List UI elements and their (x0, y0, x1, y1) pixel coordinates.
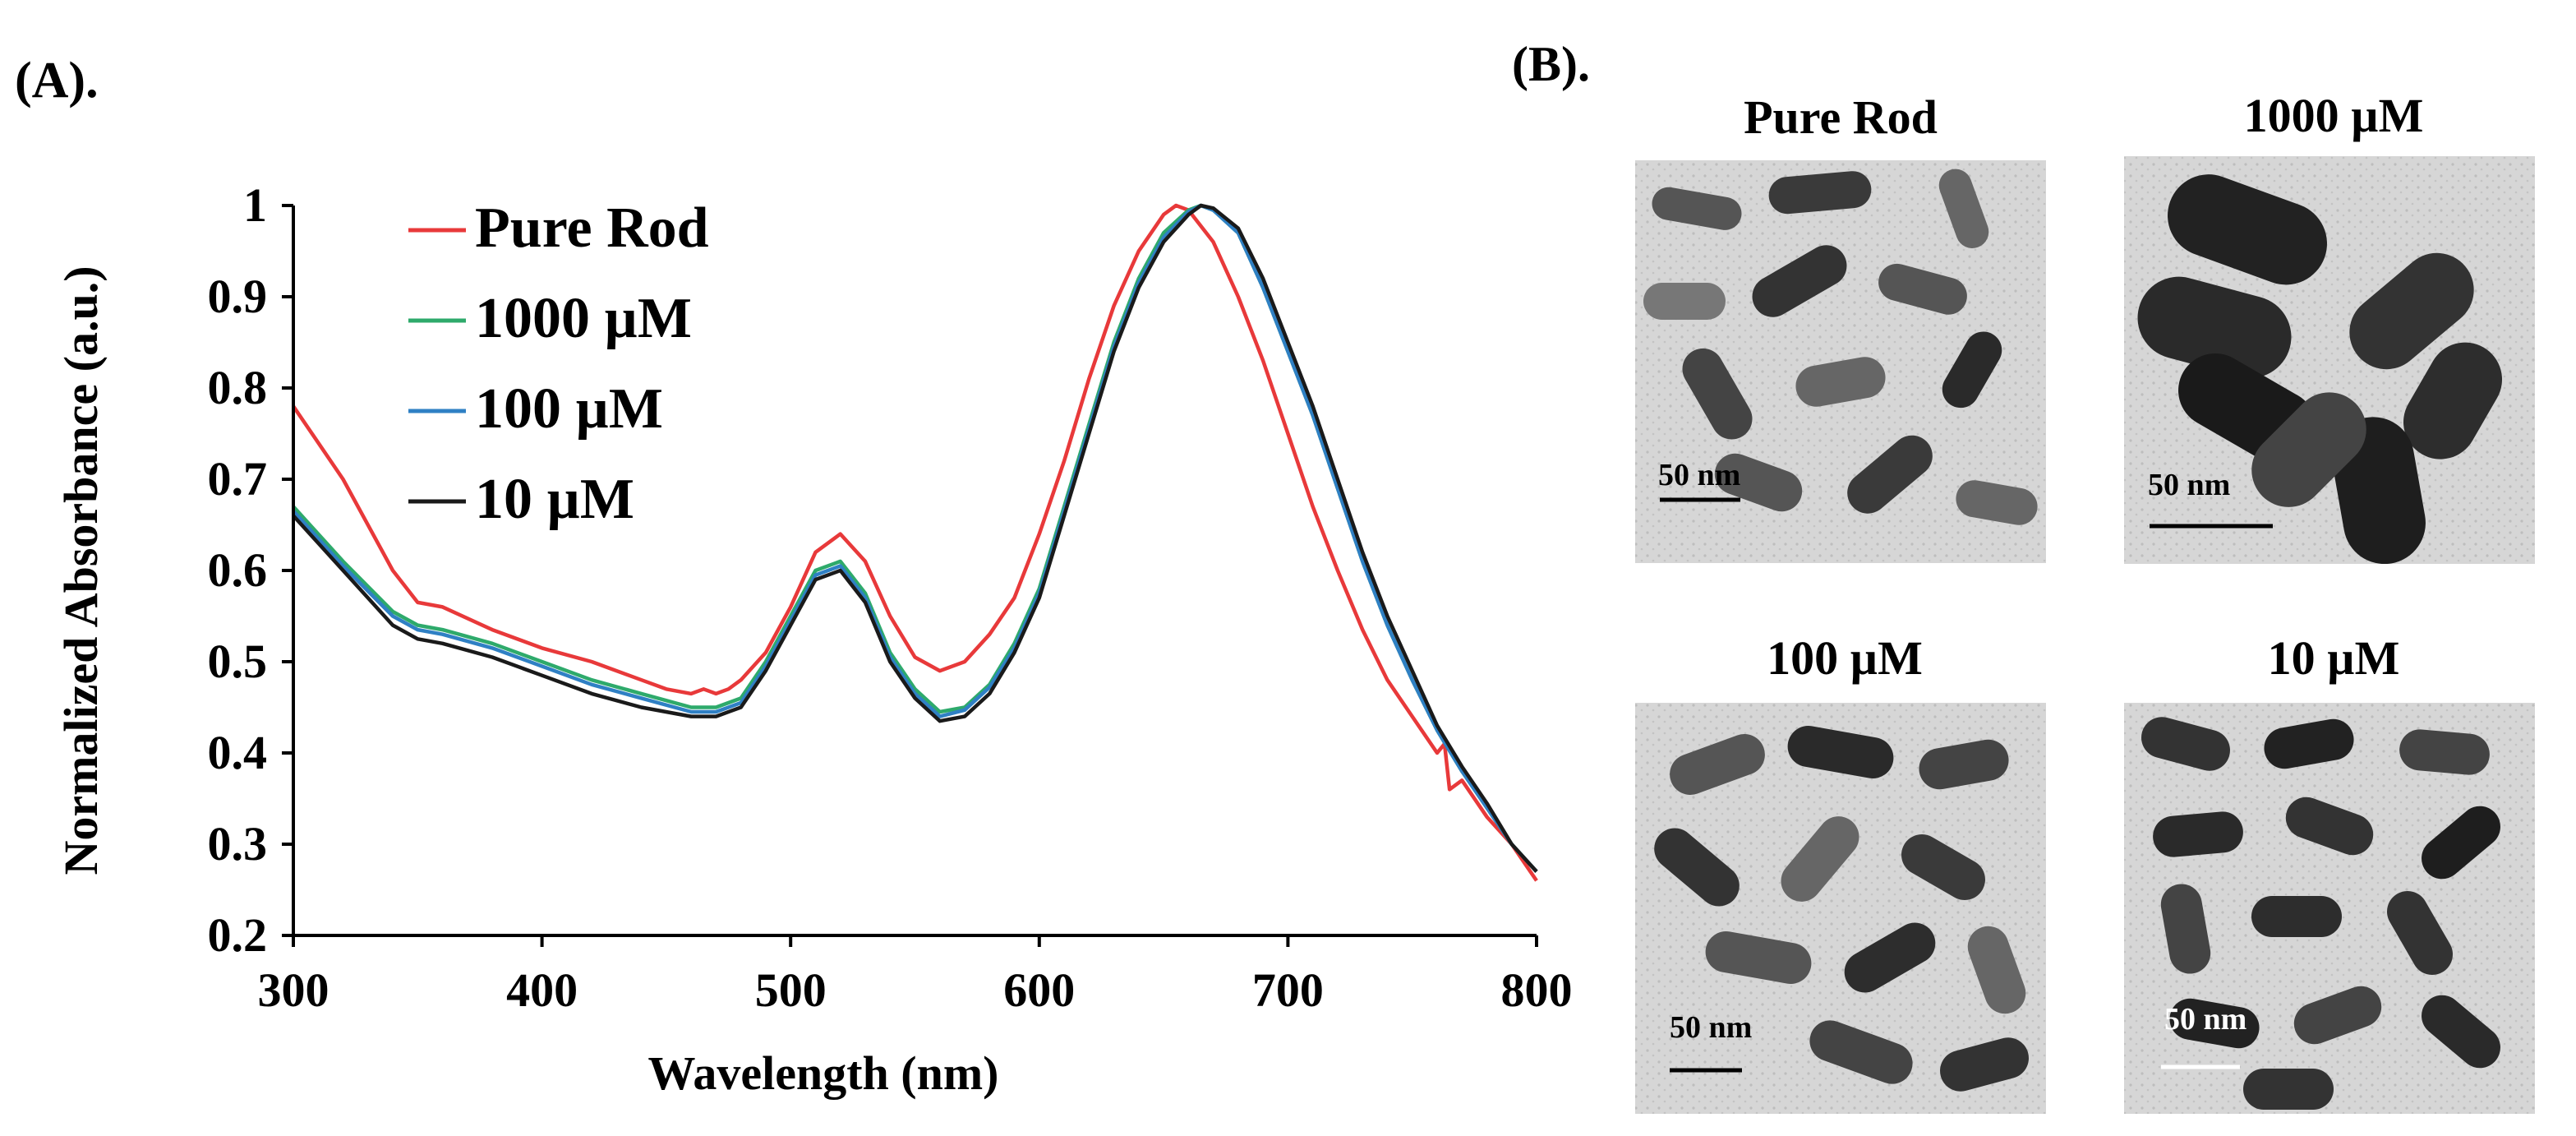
nanorod (1781, 816, 1859, 902)
tem-image-title: 1000 µM (2244, 89, 2424, 142)
nanorods (1643, 169, 2038, 525)
y-tick-label: 0.9 (208, 270, 268, 323)
nanorod (1670, 734, 1765, 795)
tem-image-2: 100 µM 50 nm (1635, 631, 2046, 1114)
y-tick-label: 0.6 (208, 543, 268, 597)
nanorod (2160, 884, 2211, 974)
nanorod (2285, 797, 2374, 856)
x-tick-label: 600 (1003, 963, 1075, 1017)
nanorod (2387, 891, 2453, 975)
absorbance-chart: 0.2 0.3 0.4 0.5 0.6 0.7 0.8 0.9 1 300 400 500 600 70… (208, 178, 1573, 1017)
nanorod (2141, 717, 2230, 771)
legend-label: 1000 µM (475, 287, 692, 350)
x-ticks: 300 400 500 600 700 800 (258, 935, 1573, 1017)
y-tick-label: 0.5 (208, 635, 268, 688)
nanorod (1714, 453, 1803, 512)
nanorod (1901, 834, 1985, 900)
nanorod (1652, 187, 1742, 230)
nanorod (1654, 828, 1740, 907)
nanorod (1682, 348, 1753, 440)
nanorod (1768, 171, 1872, 215)
scale-bar-label: 50 nm (2164, 1002, 2247, 1037)
y-tick-label: 0.2 (208, 908, 268, 962)
nanorod (1938, 169, 1989, 248)
x-tick-label: 400 (506, 963, 578, 1017)
legend: Pure Rod 1000 µM 100 µM 10 µM (408, 196, 709, 531)
nanorod (1878, 263, 1967, 315)
y-tick-label: 0.7 (208, 452, 268, 506)
y-ticks: 0.2 0.3 0.4 0.5 0.6 0.7 0.8 0.9 1 (208, 178, 293, 962)
series-line-3 (292, 203, 1538, 873)
nanorod (1942, 331, 2002, 409)
series-line-0 (292, 203, 1538, 882)
tem-image-3: 10 µM 50 nm (2124, 631, 2535, 1114)
panel-a-label: (A). (15, 53, 99, 109)
scale-bar-label: 50 nm (1670, 1010, 1752, 1045)
legend-label: 10 µM (475, 468, 634, 531)
scale-bar-label: 50 nm (1658, 458, 1740, 492)
panel-b-label: (B). (1512, 37, 1590, 91)
nanorod (1705, 931, 1812, 984)
x-tick-label: 700 (1252, 963, 1324, 1017)
nanorods (1654, 726, 2029, 1092)
series-lines (292, 203, 1538, 882)
x-tick-label: 800 (1501, 963, 1573, 1017)
nanorod (2153, 811, 2243, 857)
nanorod (2403, 342, 2502, 459)
nanorod (2422, 806, 2500, 880)
x-tick-label: 500 (755, 963, 827, 1017)
nanorod (1752, 245, 1847, 317)
legend-label: Pure Rod (475, 196, 709, 260)
tem-image-title: 10 µM (2268, 631, 2400, 685)
y-tick-label: 0.8 (208, 361, 268, 414)
nanorod (1919, 739, 2009, 790)
nanorod (1844, 922, 1936, 993)
nanorod (2169, 998, 2260, 1049)
y-tick-label: 0.4 (208, 726, 268, 779)
y-axis-label: Normalized Absorbance (a.u.) (54, 266, 108, 875)
tem-image-title: Pure Rod (1744, 90, 1938, 144)
series-line-2 (292, 203, 1538, 873)
nanorod (2168, 174, 2327, 285)
nanorod (2399, 729, 2490, 775)
nanorod (2349, 252, 2474, 370)
nanorod (2251, 392, 2366, 507)
nanorods (2141, 717, 2500, 1110)
nanorod (2422, 995, 2500, 1069)
nanorod (2251, 896, 2342, 937)
nanorod (1795, 357, 1886, 407)
x-axis-label: Wavelength (nm) (648, 1046, 999, 1100)
y-tick-label: 1 (243, 178, 267, 232)
nanorod (2293, 986, 2382, 1045)
nanorod (1809, 1020, 1913, 1084)
nanorod (2264, 718, 2354, 769)
nanorod (1847, 435, 1933, 514)
nanorod (1956, 480, 2038, 525)
nanorod (1787, 726, 1894, 778)
nanorod (1967, 926, 2026, 1014)
nanorod (1643, 283, 1726, 320)
nanorod (1940, 1037, 2029, 1092)
nanorod (2243, 1069, 2334, 1110)
tem-image-title: 100 µM (1767, 631, 1923, 685)
nanorods (2137, 174, 2502, 564)
scale-bar-label: 50 nm (2148, 468, 2230, 502)
legend-label: 100 µM (475, 377, 663, 441)
tem-image-1: 1000 µM 50 nm (2124, 89, 2535, 564)
y-tick-label: 0.3 (208, 817, 268, 870)
nanorod (2137, 276, 2292, 378)
tem-image-0: Pure Rod 50 nm (1635, 90, 2046, 563)
x-tick-label: 300 (258, 963, 329, 1017)
